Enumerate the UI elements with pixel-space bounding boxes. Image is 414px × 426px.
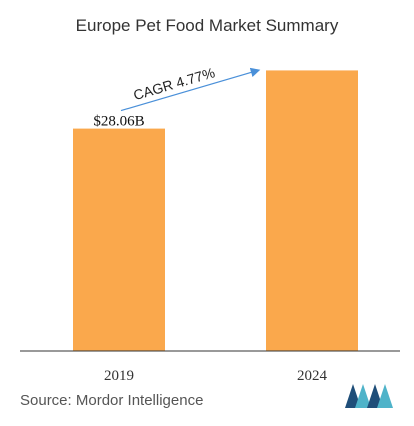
- x-tick-label-2024: 2024: [297, 368, 328, 384]
- cagr-annotation: CAGR 4.77%: [132, 64, 217, 103]
- cagr-arrow: [120, 67, 261, 112]
- bar-2024: [266, 70, 358, 351]
- x-tick-label-2019: 2019: [104, 368, 134, 384]
- chart-title: Europe Pet Food Market Summary: [75, 16, 339, 35]
- data-label-2019: $28.06B: [93, 114, 144, 130]
- bar-2019: [73, 128, 165, 351]
- mordor-logo-icon: [345, 384, 393, 408]
- source-text: Source: Mordor Intelligence: [20, 392, 204, 409]
